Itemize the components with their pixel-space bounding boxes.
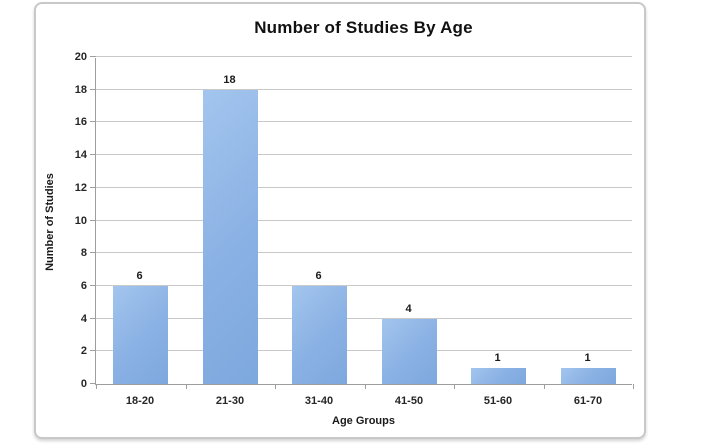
chart-frame: Number of Studies By Age Number of Studi…	[34, 2, 646, 439]
bar-value-label: 6	[315, 270, 322, 282]
y-axis-tick	[90, 186, 96, 188]
x-tick-label: 51-60	[483, 395, 513, 407]
bar-41-50	[382, 319, 437, 384]
y-axis-tick	[90, 56, 96, 57]
plot-area	[90, 56, 634, 389]
x-tick-label: 41-50	[394, 395, 424, 407]
y-axis-tick	[90, 317, 96, 319]
x-tick-label: 21-30	[215, 395, 245, 407]
gridline	[96, 317, 632, 319]
bar-21-30	[203, 90, 258, 384]
chart-title: Number of Studies By Age	[254, 18, 473, 37]
bar-31-40	[292, 286, 347, 384]
y-axis-tick	[90, 383, 96, 384]
y-tick-label: 10	[74, 214, 87, 227]
y-axis-tick	[90, 121, 96, 123]
x-tick-label: 18-20	[125, 395, 155, 407]
x-axis-tick	[454, 384, 455, 389]
x-tick-label: 31-40	[304, 395, 334, 407]
x-axis-tick	[96, 384, 97, 389]
x-axis-tick	[633, 384, 634, 389]
x-axis-tick	[275, 384, 276, 389]
gridline	[96, 284, 632, 286]
y-tick-label: 8	[80, 247, 87, 260]
y-axis-tick	[90, 284, 96, 286]
bar-51-60	[471, 368, 526, 384]
gridline	[96, 56, 632, 57]
y-axis-tick	[90, 219, 96, 221]
y-tick-label: 6	[80, 279, 87, 292]
bar-18-20	[113, 286, 168, 384]
bar-value-label: 4	[405, 303, 412, 315]
y-axis-tick	[90, 154, 96, 156]
x-axis-title: Age Groups	[332, 415, 395, 427]
gridline	[96, 154, 632, 156]
bar-61-70	[561, 368, 616, 384]
y-axis-tick	[90, 88, 96, 90]
bar-value-label: 18	[223, 74, 236, 86]
x-axis-tick	[186, 384, 187, 389]
y-tick-label: 12	[74, 181, 87, 194]
y-axis-tick	[90, 350, 96, 352]
gridline	[96, 121, 632, 123]
y-tick-label: 4	[80, 312, 87, 325]
gridline	[96, 252, 632, 254]
y-tick-label: 16	[74, 116, 87, 129]
y-axis-tick	[90, 252, 96, 254]
bar-value-label: 1	[494, 352, 501, 364]
bar-value-label: 1	[584, 352, 591, 364]
gridline	[96, 186, 632, 188]
y-tick-label: 20	[74, 51, 87, 63]
x-tick-label: 61-70	[573, 395, 603, 407]
gridline	[96, 219, 632, 221]
x-axis-tick	[544, 384, 545, 389]
gridline	[96, 350, 632, 352]
y-tick-label: 14	[74, 149, 87, 162]
y-tick-label: 0	[80, 378, 87, 390]
bar-value-label: 6	[136, 270, 143, 282]
y-tick-label: 2	[80, 345, 87, 358]
gridline	[96, 88, 632, 90]
y-tick-label: 18	[74, 83, 87, 96]
x-axis-tick	[365, 384, 366, 389]
